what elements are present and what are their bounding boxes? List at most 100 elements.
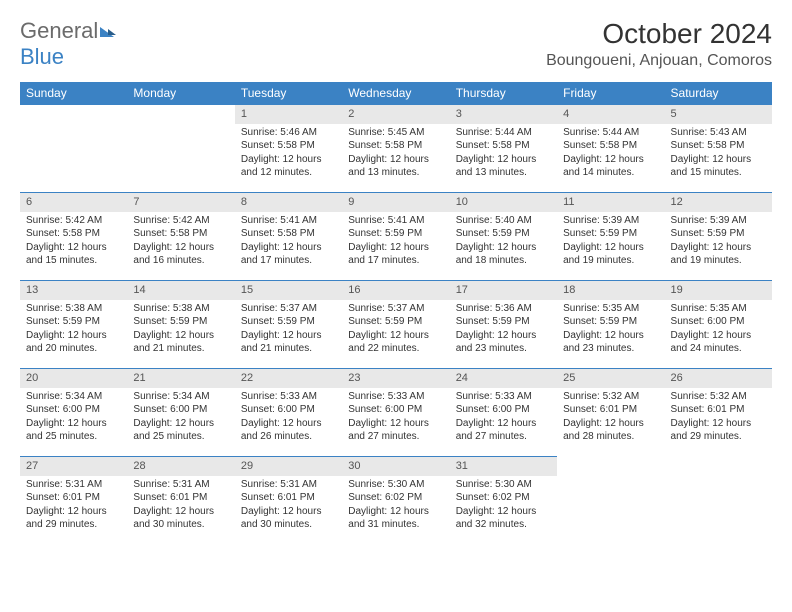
sunset-line: Sunset: 6:00 PM	[456, 403, 551, 417]
daylight-line: Daylight: 12 hours and 27 minutes.	[456, 417, 551, 444]
daylight-line: Daylight: 12 hours and 22 minutes.	[348, 329, 443, 356]
calendar-cell: 17Sunrise: 5:36 AMSunset: 5:59 PMDayligh…	[450, 281, 557, 369]
sunrise-line: Sunrise: 5:42 AM	[26, 214, 121, 228]
daylight-line: Daylight: 12 hours and 23 minutes.	[563, 329, 658, 356]
sunset-line: Sunset: 5:59 PM	[26, 315, 121, 329]
day-details: Sunrise: 5:31 AMSunset: 6:01 PMDaylight:…	[20, 476, 127, 536]
calendar-cell: 16Sunrise: 5:37 AMSunset: 5:59 PMDayligh…	[342, 281, 449, 369]
daylight-line: Daylight: 12 hours and 21 minutes.	[241, 329, 336, 356]
sunrise-line: Sunrise: 5:34 AM	[133, 390, 228, 404]
daylight-line: Daylight: 12 hours and 25 minutes.	[133, 417, 228, 444]
logo-text-general: General	[20, 18, 98, 43]
day-details: Sunrise: 5:36 AMSunset: 5:59 PMDaylight:…	[450, 300, 557, 360]
sunset-line: Sunset: 6:00 PM	[348, 403, 443, 417]
sunrise-line: Sunrise: 5:37 AM	[348, 302, 443, 316]
daylight-line: Daylight: 12 hours and 25 minutes.	[26, 417, 121, 444]
sunset-line: Sunset: 6:01 PM	[241, 491, 336, 505]
weekday-header: Saturday	[665, 82, 772, 105]
sunset-line: Sunset: 5:59 PM	[348, 227, 443, 241]
calendar-cell: 5Sunrise: 5:43 AMSunset: 5:58 PMDaylight…	[665, 105, 772, 193]
calendar-body: 1Sunrise: 5:46 AMSunset: 5:58 PMDaylight…	[20, 105, 772, 545]
calendar-cell: 1Sunrise: 5:46 AMSunset: 5:58 PMDaylight…	[235, 105, 342, 193]
sunrise-line: Sunrise: 5:39 AM	[563, 214, 658, 228]
sunset-line: Sunset: 5:59 PM	[456, 227, 551, 241]
sunrise-line: Sunrise: 5:38 AM	[133, 302, 228, 316]
day-details: Sunrise: 5:30 AMSunset: 6:02 PMDaylight:…	[342, 476, 449, 536]
calendar-cell: 6Sunrise: 5:42 AMSunset: 5:58 PMDaylight…	[20, 193, 127, 281]
sunset-line: Sunset: 6:02 PM	[456, 491, 551, 505]
day-number: 8	[235, 193, 342, 212]
calendar-cell: 27Sunrise: 5:31 AMSunset: 6:01 PMDayligh…	[20, 457, 127, 545]
day-number: 27	[20, 457, 127, 476]
day-number: 16	[342, 281, 449, 300]
sunset-line: Sunset: 5:58 PM	[133, 227, 228, 241]
day-details: Sunrise: 5:38 AMSunset: 5:59 PMDaylight:…	[127, 300, 234, 360]
sunset-line: Sunset: 5:59 PM	[671, 227, 766, 241]
calendar-cell: 12Sunrise: 5:39 AMSunset: 5:59 PMDayligh…	[665, 193, 772, 281]
sunset-line: Sunset: 5:59 PM	[563, 227, 658, 241]
daylight-line: Daylight: 12 hours and 23 minutes.	[456, 329, 551, 356]
day-number: 5	[665, 105, 772, 124]
sunrise-line: Sunrise: 5:31 AM	[26, 478, 121, 492]
sunrise-line: Sunrise: 5:46 AM	[241, 126, 336, 140]
day-number: 6	[20, 193, 127, 212]
day-details: Sunrise: 5:38 AMSunset: 5:59 PMDaylight:…	[20, 300, 127, 360]
day-details: Sunrise: 5:34 AMSunset: 6:00 PMDaylight:…	[127, 388, 234, 448]
weekday-header: Friday	[557, 82, 664, 105]
day-details: Sunrise: 5:31 AMSunset: 6:01 PMDaylight:…	[235, 476, 342, 536]
sunrise-line: Sunrise: 5:41 AM	[348, 214, 443, 228]
calendar-row: 27Sunrise: 5:31 AMSunset: 6:01 PMDayligh…	[20, 457, 772, 545]
calendar-cell: 4Sunrise: 5:44 AMSunset: 5:58 PMDaylight…	[557, 105, 664, 193]
weekday-header: Tuesday	[235, 82, 342, 105]
sunrise-line: Sunrise: 5:31 AM	[133, 478, 228, 492]
sunset-line: Sunset: 5:58 PM	[26, 227, 121, 241]
daylight-line: Daylight: 12 hours and 24 minutes.	[671, 329, 766, 356]
daylight-line: Daylight: 12 hours and 30 minutes.	[241, 505, 336, 532]
day-number: 20	[20, 369, 127, 388]
daylight-line: Daylight: 12 hours and 13 minutes.	[456, 153, 551, 180]
day-number: 23	[342, 369, 449, 388]
daylight-line: Daylight: 12 hours and 30 minutes.	[133, 505, 228, 532]
weekday-header: Sunday	[20, 82, 127, 105]
sunset-line: Sunset: 6:01 PM	[133, 491, 228, 505]
sunrise-line: Sunrise: 5:35 AM	[563, 302, 658, 316]
sunset-line: Sunset: 6:01 PM	[563, 403, 658, 417]
daylight-line: Daylight: 12 hours and 31 minutes.	[348, 505, 443, 532]
sunset-line: Sunset: 6:00 PM	[671, 315, 766, 329]
day-details: Sunrise: 5:45 AMSunset: 5:58 PMDaylight:…	[342, 124, 449, 184]
calendar-cell: 13Sunrise: 5:38 AMSunset: 5:59 PMDayligh…	[20, 281, 127, 369]
daylight-line: Daylight: 12 hours and 12 minutes.	[241, 153, 336, 180]
day-number: 31	[450, 457, 557, 476]
day-details: Sunrise: 5:42 AMSunset: 5:58 PMDaylight:…	[20, 212, 127, 272]
weekday-header: Wednesday	[342, 82, 449, 105]
day-number: 18	[557, 281, 664, 300]
sunset-line: Sunset: 6:00 PM	[26, 403, 121, 417]
day-details: Sunrise: 5:33 AMSunset: 6:00 PMDaylight:…	[342, 388, 449, 448]
sunset-line: Sunset: 6:01 PM	[26, 491, 121, 505]
day-details: Sunrise: 5:35 AMSunset: 5:59 PMDaylight:…	[557, 300, 664, 360]
sunrise-line: Sunrise: 5:44 AM	[456, 126, 551, 140]
sunset-line: Sunset: 5:59 PM	[563, 315, 658, 329]
day-details: Sunrise: 5:39 AMSunset: 5:59 PMDaylight:…	[665, 212, 772, 272]
calendar-cell: 30Sunrise: 5:30 AMSunset: 6:02 PMDayligh…	[342, 457, 449, 545]
calendar-cell: 10Sunrise: 5:40 AMSunset: 5:59 PMDayligh…	[450, 193, 557, 281]
calendar-table: SundayMondayTuesdayWednesdayThursdayFrid…	[20, 82, 772, 545]
sunset-line: Sunset: 6:00 PM	[241, 403, 336, 417]
sunset-line: Sunset: 5:58 PM	[241, 139, 336, 153]
day-number: 14	[127, 281, 234, 300]
sunrise-line: Sunrise: 5:32 AM	[563, 390, 658, 404]
day-details: Sunrise: 5:41 AMSunset: 5:59 PMDaylight:…	[342, 212, 449, 272]
month-title: October 2024	[546, 18, 772, 50]
sunrise-line: Sunrise: 5:39 AM	[671, 214, 766, 228]
day-details: Sunrise: 5:37 AMSunset: 5:59 PMDaylight:…	[342, 300, 449, 360]
sunset-line: Sunset: 5:58 PM	[241, 227, 336, 241]
sunset-line: Sunset: 5:58 PM	[671, 139, 766, 153]
day-details: Sunrise: 5:44 AMSunset: 5:58 PMDaylight:…	[450, 124, 557, 184]
sunset-line: Sunset: 6:01 PM	[671, 403, 766, 417]
day-number: 12	[665, 193, 772, 212]
calendar-cell: 9Sunrise: 5:41 AMSunset: 5:59 PMDaylight…	[342, 193, 449, 281]
sunrise-line: Sunrise: 5:37 AM	[241, 302, 336, 316]
sunset-line: Sunset: 5:59 PM	[456, 315, 551, 329]
calendar-cell: 29Sunrise: 5:31 AMSunset: 6:01 PMDayligh…	[235, 457, 342, 545]
daylight-line: Daylight: 12 hours and 26 minutes.	[241, 417, 336, 444]
